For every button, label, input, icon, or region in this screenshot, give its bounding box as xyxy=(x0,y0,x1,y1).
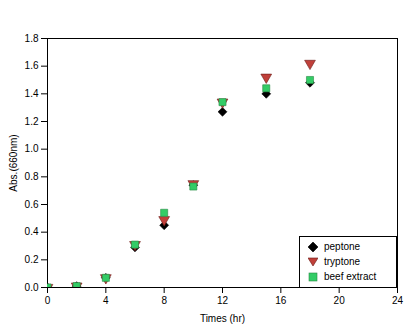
svg-text:0: 0 xyxy=(45,295,51,306)
svg-text:20: 20 xyxy=(334,295,346,306)
svg-text:0.8: 0.8 xyxy=(25,171,39,182)
svg-text:1.2: 1.2 xyxy=(25,116,39,127)
html-text:beef extract: beef extract xyxy=(324,271,377,282)
svg-text:0.2: 0.2 xyxy=(25,254,39,265)
svg-text:1.4: 1.4 xyxy=(25,88,39,99)
svg-text:4: 4 xyxy=(103,295,109,306)
svg-text:Times (hr): Times (hr) xyxy=(200,313,245,324)
svg-text:0.4: 0.4 xyxy=(25,226,39,237)
svg-text:16: 16 xyxy=(275,295,287,306)
svg-text:1.6: 1.6 xyxy=(25,60,39,71)
svg-text:0.6: 0.6 xyxy=(25,199,39,210)
svg-text:24: 24 xyxy=(392,295,404,306)
svg-text:12: 12 xyxy=(217,295,229,306)
svg-text:1.8: 1.8 xyxy=(25,33,39,44)
html-text:tryptone: tryptone xyxy=(324,256,361,267)
svg-text:8: 8 xyxy=(161,295,167,306)
svg-text:1.0: 1.0 xyxy=(25,143,39,154)
svg-text:Abs.(660nm): Abs.(660nm) xyxy=(8,134,19,191)
svg-text:0.0: 0.0 xyxy=(25,282,39,293)
html-text:peptone: peptone xyxy=(324,241,361,252)
